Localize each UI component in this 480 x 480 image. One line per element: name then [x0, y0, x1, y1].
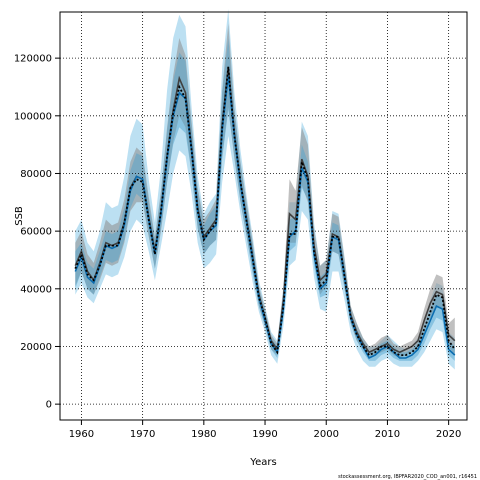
x-tick-label: 2010	[375, 429, 400, 440]
y-axis-ticks: 0 20000 40000 60000 80000 100000 120000	[14, 54, 60, 411]
grid-lines	[60, 12, 467, 420]
x-tick-label: 2000	[314, 429, 339, 440]
y-axis-title: SSB	[14, 206, 25, 226]
confidence-bands	[75, 9, 455, 370]
outer-confidence-band	[75, 9, 455, 370]
point-estimate-line	[74, 66, 456, 357]
inner-confidence-band	[75, 38, 455, 361]
y-tick-label: 0	[46, 400, 52, 411]
estimate-lines	[74, 66, 456, 360]
gray-confidence-band	[75, 23, 455, 358]
footer-note: stockassessment.org, IBPFAR2020_COD_an00…	[338, 474, 477, 480]
y-tick-label: 40000	[20, 284, 52, 295]
x-tick-label: 2020	[436, 429, 461, 440]
x-axis-ticks: 1960 1970 1980 1990 2000 2010 2020	[69, 420, 461, 440]
x-axis-title: Years	[249, 457, 276, 468]
plot-frame	[59, 11, 468, 421]
x-tick-label: 1960	[69, 429, 94, 440]
x-tick-label: 1970	[130, 429, 155, 440]
y-tick-label: 100000	[14, 111, 52, 122]
y-tick-label: 80000	[20, 169, 52, 180]
x-tick-label: 1990	[252, 429, 277, 440]
y-tick-label: 120000	[14, 54, 52, 65]
x-tick-label: 1980	[191, 429, 216, 440]
y-tick-label: 20000	[20, 342, 52, 353]
y-tick-label: 60000	[20, 227, 52, 238]
